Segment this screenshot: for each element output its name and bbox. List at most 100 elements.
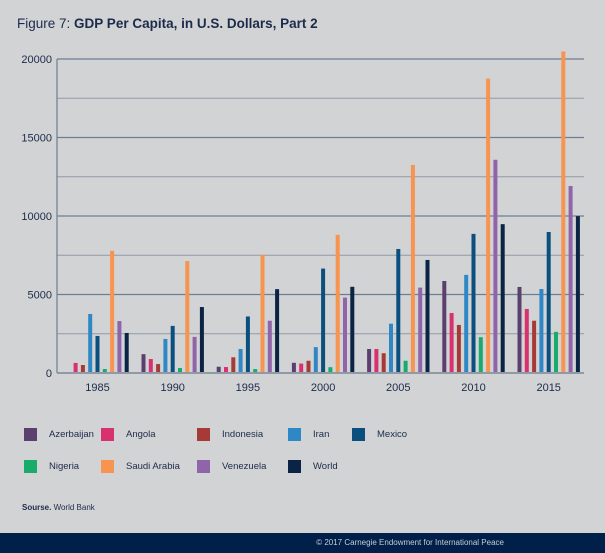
bar-mexico-1985 — [95, 335, 100, 373]
x-tick-label: 1995 — [236, 382, 260, 394]
bar-azerbaijan-2010 — [442, 280, 447, 373]
bar-nigeria-2015 — [554, 331, 558, 373]
bar-mexico-1990 — [170, 325, 175, 373]
bar-venezuela-2010 — [493, 159, 498, 373]
bar-iran-2015 — [539, 289, 544, 373]
bar-saudi-arabia-2005 — [410, 164, 415, 373]
legend-item-world: World — [288, 460, 338, 473]
legend-swatch — [352, 428, 365, 441]
bar-venezuela-2000 — [343, 297, 347, 373]
bar-group-2000 — [291, 234, 355, 373]
bar-indonesia-2005 — [381, 353, 386, 373]
legend-item-iran: Iran — [288, 428, 329, 441]
bar-group-1995 — [216, 254, 280, 373]
bar-angola-2010 — [449, 313, 454, 373]
bar-group-2015 — [517, 51, 580, 374]
x-tick-label: 2010 — [461, 382, 485, 394]
bar-saudi-arabia-2015 — [561, 51, 566, 374]
x-tick-label: 1990 — [160, 382, 184, 394]
bar-mexico-1995 — [245, 316, 250, 373]
bar-mexico-2010 — [471, 233, 476, 373]
legend-item-venezuela: Venezuela — [197, 460, 266, 473]
x-tick-label: 1985 — [85, 382, 109, 394]
legend-label: Mexico — [377, 429, 408, 440]
legend-item-indonesia: Indonesia — [197, 428, 263, 441]
bar-azerbaijan-1995 — [216, 366, 221, 373]
legend-label: World — [313, 461, 338, 472]
bar-venezuela-1985 — [117, 321, 122, 373]
legend-swatch — [101, 460, 114, 473]
bar-iran-1990 — [163, 338, 168, 373]
bar-chart: 0 5000 10000 15000 20000 1985 1990 1995 2000 200… — [21, 51, 584, 394]
bar-azerbaijan-1990 — [141, 354, 146, 373]
figure-title: Figure 7: GDP Per Capita, in U.S. Dollar… — [17, 16, 318, 31]
bar-mexico-2005 — [396, 248, 401, 373]
legend-item-mexico: Mexico — [352, 428, 407, 441]
figure-main-title: GDP Per Capita, in U.S. Dollars, Part 2 — [74, 16, 318, 31]
bar-saudi-arabia-1990 — [185, 261, 190, 373]
footer-bar: © 2017 Carnegie Endowment for Internatio… — [0, 533, 605, 553]
bar-world-2010 — [500, 224, 505, 373]
legend-label: Nigeria — [49, 461, 80, 472]
bar-world-1995 — [275, 289, 280, 373]
bar-azerbaijan-2005 — [367, 348, 372, 373]
y-tick-label: 0 — [46, 368, 52, 380]
legend-label: Iran — [313, 429, 330, 440]
x-tick-label: 2005 — [386, 382, 410, 394]
bar-group-1985 — [73, 250, 129, 373]
legend-swatch — [197, 428, 210, 441]
bar-iran-2000 — [313, 347, 318, 373]
legend-swatch — [24, 460, 37, 473]
bar-nigeria-2005 — [403, 360, 408, 373]
x-tick-label: 2000 — [311, 382, 335, 394]
bar-angola-1985 — [73, 362, 78, 373]
legend-swatch — [101, 428, 114, 441]
gridlines — [57, 58, 584, 335]
bar-venezuela-1990 — [192, 336, 197, 373]
bar-iran-2005 — [389, 323, 393, 373]
bar-group-2005 — [367, 164, 430, 373]
bar-mexico-2015 — [546, 232, 551, 373]
bar-group-2010 — [442, 78, 505, 373]
legend-label: Angola — [126, 429, 156, 440]
legend-label: Venezuela — [222, 461, 267, 472]
bar-mexico-2000 — [321, 268, 326, 373]
legend-item-angola: Angola — [101, 428, 156, 441]
bar-world-1985 — [124, 332, 129, 373]
y-tick-label: 20000 — [21, 54, 52, 66]
legend-swatch — [197, 460, 210, 473]
legend-item-azerbaijan: Azerbaijan — [24, 428, 94, 441]
source-note: Sourse. World Bank — [22, 503, 95, 512]
bar-angola-2000 — [299, 363, 304, 373]
bar-saudi-arabia-1985 — [110, 250, 115, 373]
bar-azerbaijan-2015 — [517, 286, 522, 373]
bar-indonesia-1995 — [231, 357, 236, 373]
figure-prefix: Figure 7: — [17, 16, 71, 31]
bar-venezuela-1995 — [267, 320, 272, 373]
legend-swatch — [24, 428, 37, 441]
legend-item-saudi-arabia: Saudi Arabia — [101, 460, 180, 473]
bar-indonesia-1985 — [80, 364, 85, 373]
bar-saudi-arabia-1995 — [260, 254, 265, 373]
x-tick-label: 2015 — [536, 382, 560, 394]
legend-label: Azerbaijan — [49, 429, 94, 440]
bar-azerbaijan-2000 — [291, 362, 296, 373]
bar-angola-2015 — [524, 308, 529, 373]
legend-item-nigeria: Nigeria — [24, 460, 79, 473]
bar-nigeria-1985 — [102, 368, 107, 373]
bar-nigeria-2010 — [478, 337, 483, 373]
bars — [73, 51, 580, 374]
bar-venezuela-2015 — [568, 186, 573, 373]
bar-iran-2010 — [464, 274, 469, 373]
bar-world-1990 — [199, 307, 204, 373]
bar-world-2000 — [350, 286, 355, 373]
bar-world-2015 — [575, 216, 580, 373]
y-tick-label: 5000 — [28, 290, 52, 302]
legend-label: Saudi Arabia — [126, 461, 180, 472]
bar-angola-2005 — [374, 348, 379, 373]
legend-label: Indonesia — [222, 429, 264, 440]
bar-nigeria-2000 — [328, 367, 333, 373]
bar-iran-1985 — [88, 313, 93, 373]
bar-saudi-arabia-2000 — [335, 234, 340, 373]
y-axis: 0 5000 10000 15000 20000 — [21, 54, 58, 380]
